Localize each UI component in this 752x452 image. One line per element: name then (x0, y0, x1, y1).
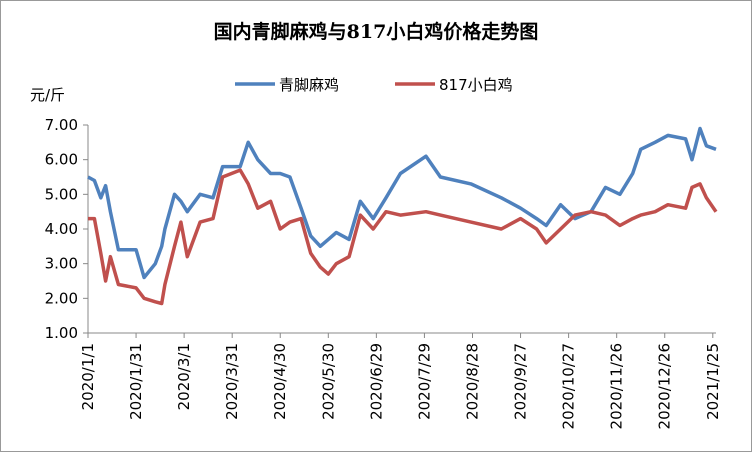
x-tick-label: 2020/1/1 (79, 343, 97, 410)
x-tick-label: 2020/8/28 (463, 343, 481, 420)
x-tick-label: 2020/3/31 (223, 343, 241, 420)
line-series (87, 126, 717, 280)
y-tick-label: 1.00 (45, 324, 78, 342)
line-series (88, 168, 718, 306)
x-tick-label: 2020/9/27 (512, 343, 530, 420)
legend-label: 青脚麻鸡 (279, 76, 339, 94)
x-tick-label: 2020/5/30 (319, 343, 337, 420)
x-tick-label: 2021/1/25 (704, 343, 722, 420)
x-tick-label: 2020/7/29 (415, 343, 433, 420)
y-tick-label: 4.00 (45, 220, 78, 238)
y-tick-label: 2.00 (45, 289, 78, 307)
x-tick-label: 2020/1/31 (127, 343, 145, 420)
y-tick-label: 3.00 (45, 255, 78, 273)
y-tick-label: 5.00 (45, 185, 78, 203)
x-tick-label: 2020/12/26 (656, 343, 674, 429)
x-tick-label: 2020/3/1 (175, 343, 193, 410)
y-tick-label: 7.00 (45, 116, 78, 134)
x-tick-label: 2020/10/27 (560, 343, 578, 429)
legend-label: 817小白鸡 (439, 76, 513, 94)
chart-title: 国内青脚麻鸡与817小白鸡价格走势图 (214, 20, 539, 43)
y-axis-label: 元/斤 (30, 86, 65, 104)
x-tick-label: 2020/6/29 (367, 343, 385, 420)
x-tick-label: 2020/11/26 (608, 343, 626, 429)
y-tick-label: 6.00 (45, 151, 78, 169)
x-tick-label: 2020/4/30 (271, 343, 289, 420)
